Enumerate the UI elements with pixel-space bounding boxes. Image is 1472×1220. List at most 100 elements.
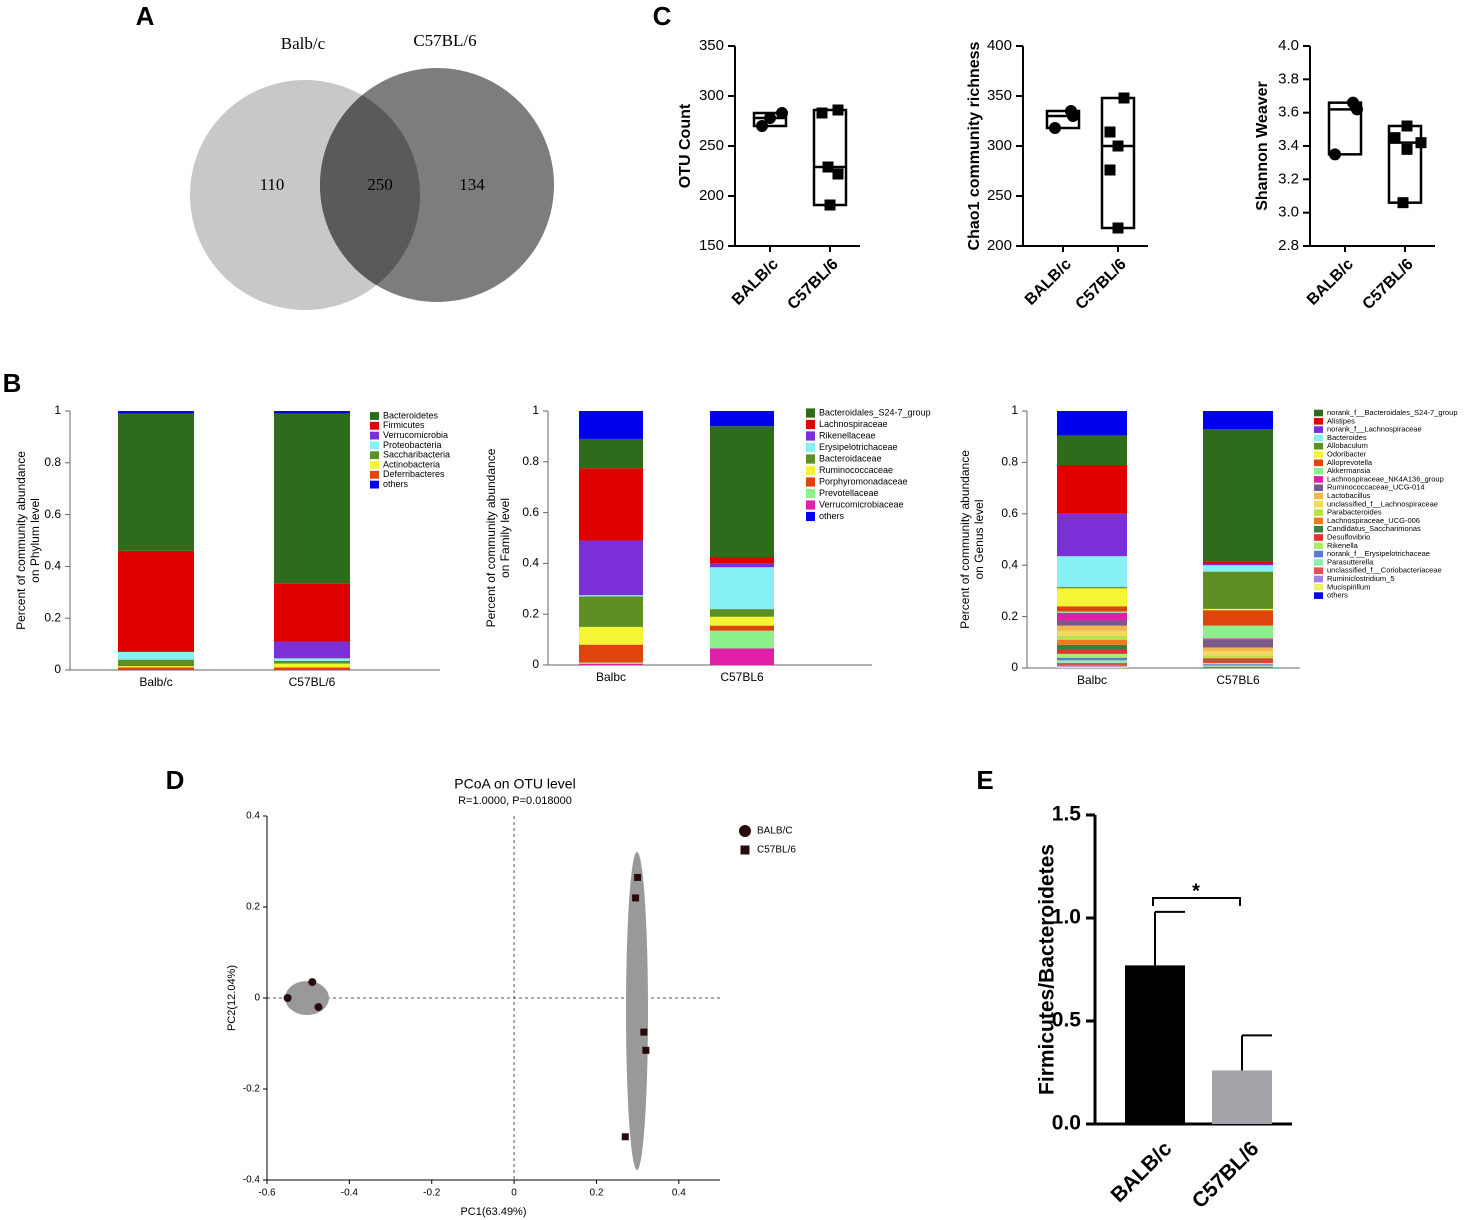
data-point xyxy=(642,1046,650,1054)
y-tick-label: 0.6 xyxy=(522,505,539,519)
bar-segment xyxy=(710,426,774,558)
x-axis-label: PC1(63.49%) xyxy=(460,1206,526,1218)
legend-swatch xyxy=(1314,409,1323,417)
bar-segment xyxy=(1057,644,1127,651)
y-axis-label: PC2(12.04%) xyxy=(226,965,238,1031)
y-tick-label: 0.6 xyxy=(44,507,61,521)
bar-segment xyxy=(1203,657,1273,660)
bar-segment xyxy=(274,411,350,414)
data-point xyxy=(832,104,844,116)
legend-label: others xyxy=(383,479,409,489)
y-tick-label: 0.4 xyxy=(44,559,61,573)
bar-segment xyxy=(274,660,350,664)
bar-segment xyxy=(579,468,643,541)
box xyxy=(1100,96,1136,230)
y-tick-label: 200 xyxy=(699,187,724,204)
bar xyxy=(1125,965,1185,1124)
legend-swatch xyxy=(370,412,379,420)
venn-overlap xyxy=(320,80,420,302)
legend-label: Ruminococcaceae xyxy=(819,465,893,475)
bar-segment xyxy=(579,663,643,665)
bar-segment xyxy=(1057,587,1127,589)
legend-label: Actinobacteria xyxy=(383,459,440,469)
legend-label: others xyxy=(1327,591,1348,600)
legend-label: Lachnospiraceae_UCG-006 xyxy=(1327,516,1420,525)
legend-label: Bacteroidales_S24-7_group xyxy=(819,407,931,417)
y-tick-label: 350 xyxy=(987,87,1012,104)
legend-swatch xyxy=(1314,592,1323,599)
data-point xyxy=(764,112,776,124)
legend-label: Firmicutes xyxy=(383,420,425,430)
y-axis-label: on Genus level xyxy=(972,499,986,579)
legend-swatch xyxy=(806,465,815,476)
bar-segment xyxy=(118,550,194,652)
legend-label: Prevotellaceae xyxy=(819,488,879,498)
y-tick-label: 0 xyxy=(254,993,260,1004)
y-tick-label: 3.8 xyxy=(1278,70,1299,87)
y-tick-label: 1.0 xyxy=(1052,906,1081,929)
bar-segment xyxy=(1203,610,1273,626)
data-point xyxy=(632,894,640,902)
y-tick-label: 3.0 xyxy=(1278,204,1299,221)
y-tick-label: 0.8 xyxy=(1001,455,1018,469)
data-point xyxy=(1067,110,1079,122)
x-tick-label: C57BL6 xyxy=(720,670,764,684)
data-point xyxy=(756,120,768,132)
y-axis-label: on Family level xyxy=(498,498,512,578)
bar-segment xyxy=(1057,630,1127,636)
y-axis-label: Percent of community abundance xyxy=(14,451,28,630)
significance-label: * xyxy=(1192,880,1200,902)
bar-segment xyxy=(1057,588,1127,607)
bar-segment xyxy=(118,667,194,670)
legend-swatch xyxy=(370,451,379,460)
bar-segment xyxy=(1203,651,1273,656)
data-point xyxy=(1351,103,1363,116)
data-point xyxy=(640,1028,648,1036)
x-tick-label: Balb/c xyxy=(139,675,172,689)
panel-letter: C xyxy=(653,1,672,31)
data-point xyxy=(1118,92,1130,104)
bar-segment xyxy=(118,666,194,668)
legend-label: Candidatus_Saccharimonas xyxy=(1327,524,1421,533)
legend-swatch xyxy=(1314,476,1323,483)
legend-label: Parasutterella xyxy=(1327,557,1374,566)
bar-segment xyxy=(710,616,774,626)
chart-subtitle: R=1.0000, P=0.018000 xyxy=(458,795,572,807)
bar-segment xyxy=(579,438,643,469)
data-point xyxy=(824,199,836,211)
legend-swatch xyxy=(1314,542,1323,550)
y-tick-label: -0.4 xyxy=(243,1175,261,1186)
bar-segment xyxy=(1057,612,1127,621)
bar-segment xyxy=(1203,428,1273,562)
y-tick-label: 1 xyxy=(1011,403,1018,417)
bar-segment xyxy=(1203,638,1273,640)
bar-segment xyxy=(1203,665,1273,667)
legend-swatch xyxy=(1314,459,1323,467)
legend-label: Erysipelotrichaceae xyxy=(819,442,898,452)
y-tick-label: 2.8 xyxy=(1278,237,1299,254)
legend-label: Odoribacter xyxy=(1327,449,1367,458)
significance-bracket xyxy=(1152,897,1241,906)
x-tick-label: 0 xyxy=(511,1188,517,1199)
panel-letter: B xyxy=(3,368,22,398)
chart-title: PCoA on OTU level xyxy=(454,776,575,792)
bar-segment xyxy=(1203,561,1273,564)
legend-swatch xyxy=(806,500,815,510)
bar-segment xyxy=(1203,664,1273,666)
y-tick-label: 3.6 xyxy=(1278,104,1299,121)
bar-segment xyxy=(1203,563,1273,566)
x-tick-label: 0.4 xyxy=(672,1188,686,1199)
bar-segment xyxy=(1203,625,1273,639)
y-tick-label: 300 xyxy=(699,87,724,104)
data-point xyxy=(1104,126,1116,138)
y-tick-label: 150 xyxy=(699,237,724,254)
y-tick-label: 1 xyxy=(54,403,61,417)
bar-segment xyxy=(1057,665,1127,667)
y-axis-label: Percent of community abundance xyxy=(958,450,972,629)
bar-segment xyxy=(1203,659,1273,661)
data-point xyxy=(283,994,292,1002)
legend-label: BALB/C xyxy=(757,826,793,837)
legend-label: Deferribacteres xyxy=(383,469,445,479)
legend-swatch xyxy=(370,441,379,450)
